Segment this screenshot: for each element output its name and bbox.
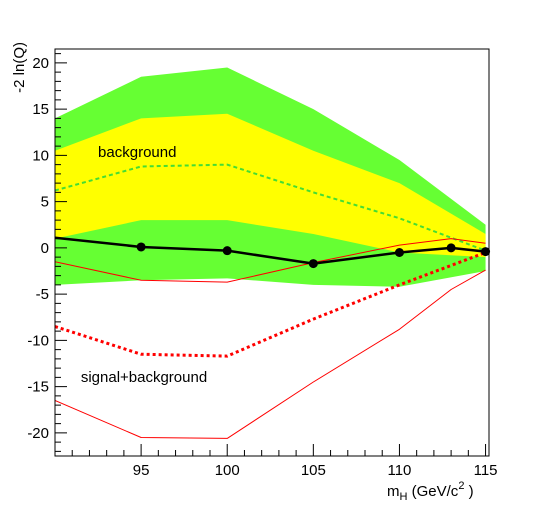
x-axis-label: mH (GeV/c2 ) bbox=[387, 480, 474, 503]
x-tick-label: 110 bbox=[387, 462, 411, 479]
x-axis-label-unit-end: ) bbox=[464, 483, 473, 500]
series-annotation: background bbox=[98, 144, 176, 161]
y-tick-label: -5 bbox=[36, 286, 49, 303]
x-axis-label-unit: (GeV/c bbox=[407, 483, 458, 500]
background-1sigma-band bbox=[55, 113, 486, 258]
observed-marker bbox=[446, 243, 456, 253]
observed-marker bbox=[222, 246, 232, 256]
x-axis-label-subscript: H bbox=[400, 491, 408, 503]
signal-plus-background-expected-line bbox=[55, 251, 487, 358]
observed-marker bbox=[394, 248, 404, 257]
plot-frame bbox=[54, 48, 490, 457]
y-axis-label: -2 ln(Q) bbox=[11, 42, 28, 93]
background-expected-line bbox=[55, 163, 486, 252]
y-tick-label: -15 bbox=[27, 379, 49, 396]
x-tick-label: 95 bbox=[133, 462, 150, 479]
x-tick-label: 115 bbox=[474, 462, 498, 479]
y-tick-label: -10 bbox=[27, 332, 49, 349]
y-tick-label: 0 bbox=[41, 240, 49, 257]
signal-plus-background-lower-line bbox=[55, 269, 486, 439]
bands-layer bbox=[55, 67, 486, 287]
y-tick-label: 15 bbox=[32, 101, 49, 118]
y-tick-label: 20 bbox=[32, 55, 49, 72]
markers-layer bbox=[136, 242, 491, 269]
annotations-layer: background signal+background bbox=[81, 144, 207, 386]
x-tick-label: 105 bbox=[301, 462, 326, 479]
y-tick-label: 5 bbox=[41, 194, 49, 211]
series-annotation: signal+background bbox=[81, 369, 207, 386]
observed-marker bbox=[136, 242, 146, 252]
observed-marker bbox=[308, 259, 318, 269]
y-tick-label: -20 bbox=[27, 425, 49, 442]
observed-marker bbox=[481, 247, 491, 257]
y-tick-label: 10 bbox=[32, 147, 49, 164]
x-axis-label-superscript: 2 bbox=[458, 480, 464, 492]
x-tick-label: 100 bbox=[215, 462, 240, 479]
x-axis-label-main: m bbox=[387, 483, 400, 500]
ticks-layer bbox=[54, 53, 487, 456]
